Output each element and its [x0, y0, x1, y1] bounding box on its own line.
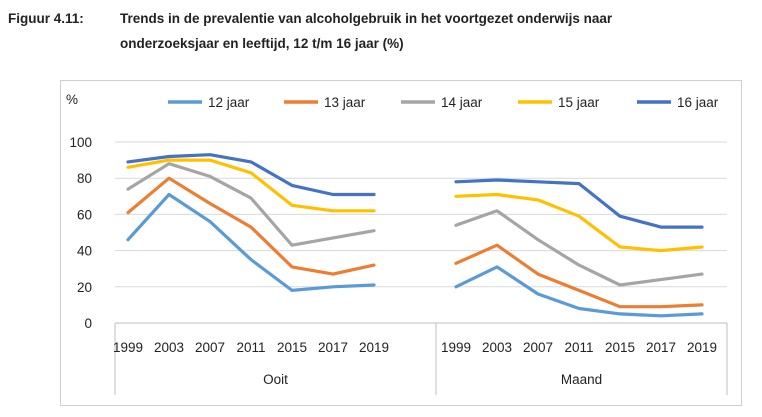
x-tick-label: 2019 — [687, 340, 717, 355]
y-tick-label: 80 — [77, 171, 92, 186]
series-line-13-jaar-maand — [454, 243, 704, 309]
series-lines — [126, 153, 704, 318]
x-tick-label: 2011 — [564, 340, 593, 355]
legend-label: 13 jaar — [324, 95, 366, 110]
x-tick-label: 2003 — [154, 340, 184, 355]
legend-label: 12 jaar — [208, 95, 250, 110]
axes: 0 20 40 60 80 100% 1999 2003 2007 2011 2015 2017 201… — [66, 92, 728, 395]
x-tick-label: 2019 — [359, 340, 389, 355]
chart-frame — [60, 80, 742, 406]
x-tick-label: 2003 — [482, 340, 512, 355]
series-line-15-jaar-ooit — [126, 158, 376, 213]
figure-caption: Figuur 4.11: Trends in de prevalentie van… — [8, 6, 748, 56]
series-line-15-jaar-maand — [454, 192, 704, 253]
x-tick-label: 2017 — [646, 340, 676, 355]
series-line-13-jaar-ooit — [126, 176, 376, 276]
group-label-ooit: Ooit — [263, 372, 288, 387]
legend-label: 15 jaar — [558, 95, 600, 110]
y-tick-label: 0 — [84, 316, 92, 331]
x-tick-label: 2017 — [318, 340, 348, 355]
legend-label: 14 jaar — [441, 95, 483, 110]
y-tick-label: 40 — [77, 244, 92, 259]
x-tick-label: 2007 — [523, 340, 553, 355]
x-tick-label: 1999 — [113, 340, 143, 355]
x-tick-label: 1999 — [441, 340, 471, 355]
figure-label: Figuur 4.11: — [8, 11, 84, 26]
y-axis-label: % — [66, 92, 78, 107]
series-line-16-jaar-maand — [454, 178, 704, 229]
y-tick-label: 60 — [77, 207, 92, 222]
x-tick-label: 2015 — [277, 340, 307, 355]
figure-title-line1: Trends in de prevalentie van alcoholgebr… — [120, 11, 613, 26]
x-tick-label: 2011 — [236, 340, 265, 355]
y-tick-label: 20 — [77, 280, 92, 295]
series-line-12-jaar-maand — [454, 265, 704, 318]
legend: 12 jaar 13 jaar 14 jaar 15 jaar 16 jaar — [168, 95, 719, 110]
series-line-12-jaar-ooit — [126, 192, 376, 292]
group-label-maand: Maand — [561, 372, 602, 387]
series-line-14-jaar-maand — [454, 209, 704, 287]
series-line-14-jaar-ooit — [126, 162, 376, 247]
y-tick-label: 100 — [69, 135, 92, 150]
gridlines — [115, 141, 727, 324]
series-line-16-jaar-ooit — [126, 153, 376, 197]
legend-label: 16 jaar — [677, 95, 719, 110]
x-tick-label: 2007 — [195, 340, 225, 355]
x-tick-label: 2015 — [605, 340, 635, 355]
figure-title-line2: onderzoeksjaar en leeftijd, 12 t/m 16 ja… — [120, 36, 404, 51]
